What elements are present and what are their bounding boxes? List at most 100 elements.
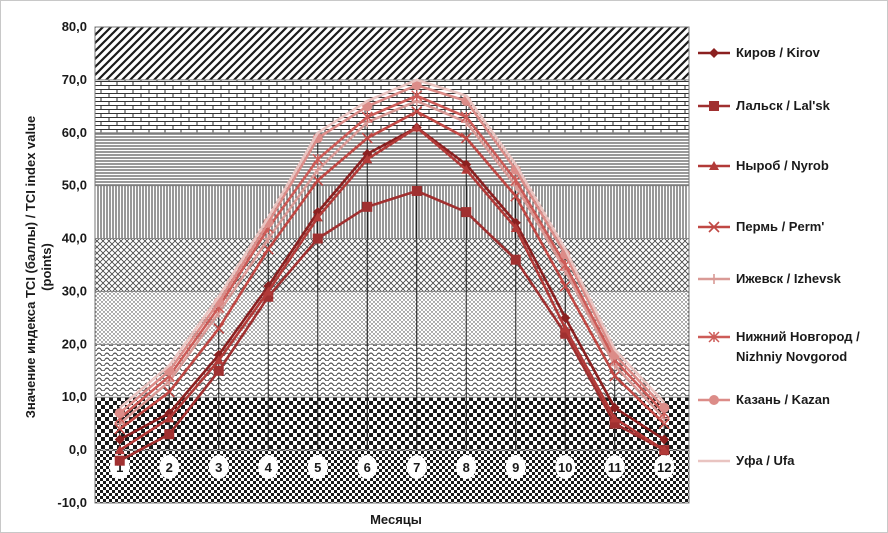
data-point [114, 423, 126, 435]
background-band [95, 27, 689, 80]
y-tick-label: 60,0 [62, 125, 87, 140]
legend-label: Пермь / Perm' [736, 219, 824, 234]
background-band [95, 238, 689, 292]
series-line [119, 189, 665, 462]
x-tick-label: 4 [258, 455, 279, 480]
series-line [119, 126, 666, 452]
data-point [659, 402, 670, 413]
data-point [312, 164, 323, 175]
background-band [95, 185, 689, 239]
data-point [213, 355, 224, 365]
series-group [118, 78, 666, 409]
series-line [118, 99, 666, 425]
legend: Киров / Kirov Лальск / Lal'sk Ныроб / Nyro… [698, 45, 860, 468]
data-point [411, 90, 423, 102]
data-point [560, 323, 571, 333]
data-point [263, 233, 274, 244]
x-tick-label: 3 [208, 455, 229, 480]
x-tick-label: 11 [604, 455, 625, 480]
legend-item: Казань / Kazan [698, 392, 830, 407]
data-point [460, 132, 472, 144]
data-point [609, 418, 620, 429]
series-group [114, 185, 670, 466]
data-point [362, 201, 373, 212]
series-line [118, 94, 666, 420]
data-point [164, 413, 175, 423]
x-tick-label-text: 4 [265, 460, 273, 475]
data-point [263, 291, 274, 302]
data-point [114, 408, 125, 419]
data-point [659, 445, 670, 455]
data-point [709, 274, 719, 284]
legend-label: Уфа / Ufa [736, 453, 795, 468]
x-tick-label-badge [604, 455, 625, 480]
x-tick-label: 10 [555, 455, 576, 480]
y-axis-title: Значение индекса TCI (баллы) / TCI index… [23, 116, 54, 419]
x-tick-label-text: 8 [463, 460, 470, 475]
data-point [213, 322, 225, 335]
legend-item: Нижний Новгород / Nizhniy Novgorod [698, 329, 860, 364]
x-tick-label-badge [654, 455, 675, 480]
data-point [312, 153, 324, 165]
legend-label: Нижний Новгород / [736, 329, 860, 344]
series-line [119, 126, 666, 441]
data-point [609, 370, 621, 382]
y-tick-label: 50,0 [62, 178, 87, 193]
x-tick-label-text: 11 [608, 460, 622, 475]
x-tick-label-text: 2 [166, 460, 173, 475]
x-tick-label-badge [456, 455, 477, 480]
data-point [361, 111, 373, 123]
x-tick-label: 5 [307, 455, 328, 480]
data-point [114, 445, 125, 455]
data-point [510, 222, 521, 232]
legend-label: Ижевск / Izhevsk [736, 271, 842, 286]
data-point [312, 212, 323, 222]
data-point [560, 328, 571, 339]
y-tick-label: 30,0 [62, 283, 87, 298]
x-tick-label: 7 [406, 455, 427, 480]
data-point [460, 111, 472, 123]
data-point [559, 280, 571, 292]
y-axis-title-line-2: (points) [39, 243, 54, 291]
data-point [411, 185, 422, 196]
x-tick-label: 9 [505, 455, 526, 480]
plot-area-border [94, 26, 690, 504]
data-point [411, 106, 423, 118]
legend-label: Ныроб / Nyrob [736, 158, 829, 173]
legend-item: Уфа / Ufa [698, 453, 795, 468]
background-bands [95, 27, 689, 503]
x-tick-label-badge [159, 455, 180, 480]
x-tick-label-badge [258, 455, 279, 480]
data-point [609, 402, 620, 413]
x-tick-label-badge [208, 455, 229, 480]
x-axis-title: Месяцы [370, 512, 422, 527]
data-point [361, 132, 373, 144]
legend-item: Ныроб / Nyrob [698, 158, 829, 173]
legend-label: Nizhniy Novgorod [736, 349, 847, 364]
data-point [708, 331, 720, 343]
data-point [510, 254, 521, 265]
x-tick-label-text: 3 [215, 460, 222, 475]
x-tick-label-badge [307, 455, 328, 480]
data-point [213, 365, 224, 376]
x-tick-label-text: 7 [413, 460, 420, 475]
data-point [164, 429, 175, 440]
x-tick-label: 12 [654, 455, 675, 480]
data-point [263, 286, 274, 296]
x-tick-label: 8 [456, 455, 477, 480]
y-tick-label: 40,0 [62, 231, 87, 246]
data-point [411, 80, 422, 91]
data-point [709, 395, 719, 405]
data-point [461, 164, 472, 174]
data-point [609, 413, 620, 423]
data-point [163, 386, 175, 398]
x-tick-label-badge [505, 455, 526, 480]
data-point [709, 48, 719, 58]
legend-label: Казань / Kazan [736, 392, 830, 407]
series-line [118, 78, 666, 409]
y-tick-label: 0,0 [69, 442, 87, 457]
y-axis-title-line-1: Значение индекса TCI (баллы) / TCI index… [23, 116, 38, 419]
data-point [312, 233, 323, 244]
x-tick-label: 6 [357, 455, 378, 480]
